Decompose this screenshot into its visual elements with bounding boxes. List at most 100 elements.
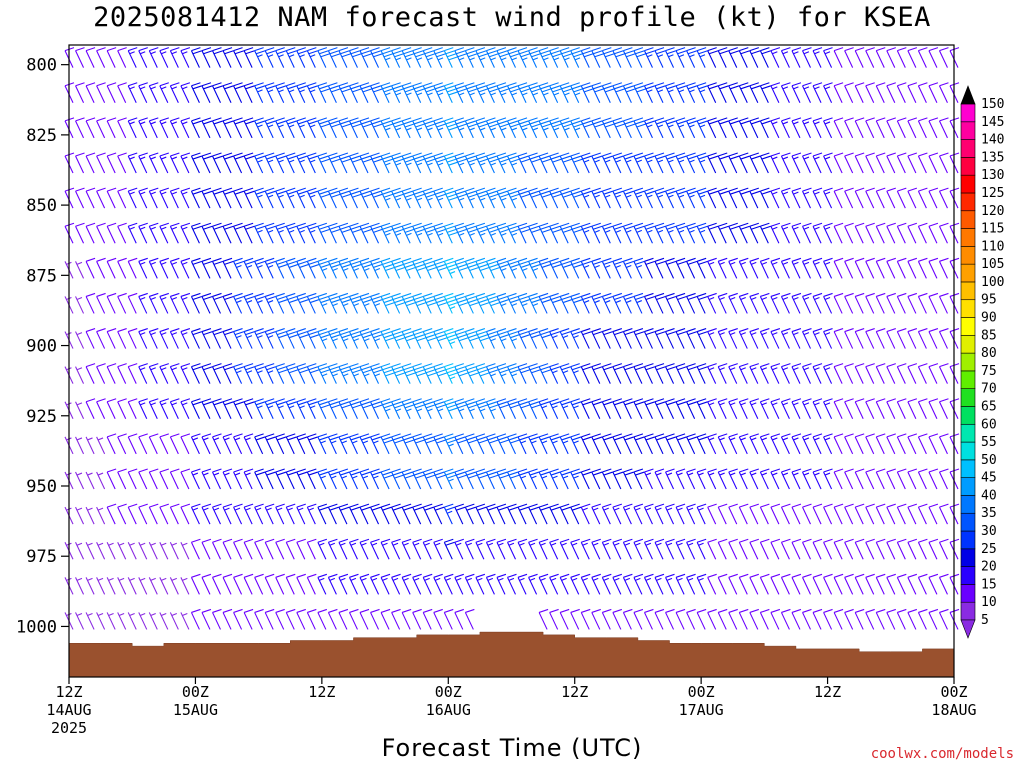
- wind-barb: [327, 503, 340, 525]
- wind-barb: [717, 503, 728, 525]
- wind-barb: [686, 363, 698, 384]
- wind-barb: [475, 398, 488, 420]
- wind-barb: [117, 577, 127, 595]
- source-credit[interactable]: coolwx.com/models: [870, 746, 1014, 762]
- wind-barb: [338, 292, 351, 314]
- wind-barb: [570, 257, 583, 279]
- wind-barb: [938, 47, 949, 68]
- colorbar-label: 130: [981, 168, 1004, 183]
- wind-barb: [580, 328, 592, 349]
- wind-barb: [622, 187, 635, 209]
- wind-barb: [169, 152, 180, 174]
- wind-barb: [728, 608, 738, 630]
- wind-barb: [454, 222, 467, 244]
- wind-barb: [886, 538, 896, 560]
- wind-barb: [812, 328, 823, 349]
- wind-barb: [802, 152, 812, 174]
- wind-barb: [601, 152, 613, 174]
- wind-barb: [306, 468, 318, 490]
- colorbar-segment: [960, 103, 976, 123]
- wind-barb: [485, 117, 499, 139]
- wind-barb: [243, 47, 255, 68]
- wind-barb: [812, 398, 823, 420]
- wind-barb: [665, 468, 675, 490]
- wind-barb: [507, 328, 520, 349]
- wind-barb: [654, 257, 666, 279]
- wind-barb: [896, 187, 907, 209]
- wind-barb: [833, 608, 844, 630]
- wind-barb: [190, 433, 201, 455]
- wind-barb: [928, 187, 939, 209]
- wind-barb: [348, 573, 359, 595]
- wind-barb: [570, 608, 580, 630]
- wind-barb: [138, 577, 148, 595]
- wind-barb: [907, 187, 918, 209]
- wind-barb: [306, 152, 318, 174]
- wind-barb: [580, 47, 594, 68]
- wind-barb: [106, 398, 117, 420]
- wind-barb: [665, 433, 677, 455]
- wind-barb: [370, 433, 382, 455]
- wind-barb: [485, 398, 499, 420]
- wind-barb: [580, 433, 592, 455]
- wind-barb: [75, 541, 85, 560]
- wind-barb: [327, 117, 341, 139]
- wind-barb: [612, 468, 624, 490]
- wind-barb: [380, 257, 395, 279]
- wind-barb: [591, 152, 603, 174]
- wind-barb: [654, 47, 666, 68]
- wind-barb: [559, 573, 570, 595]
- wind-barb: [928, 573, 939, 595]
- colorbar-segment: [960, 370, 976, 389]
- wind-barb: [190, 398, 203, 420]
- wind-barb: [559, 433, 571, 455]
- wind-barb: [180, 152, 191, 174]
- wind-barb: [401, 398, 415, 420]
- wind-barb: [159, 398, 169, 420]
- wind-barb: [686, 538, 696, 560]
- wind-barb: [643, 538, 654, 560]
- wind-barb: [780, 363, 791, 384]
- wind-barb: [717, 257, 728, 279]
- colorbar-segment: [960, 388, 976, 407]
- wind-barb: [686, 187, 698, 209]
- wind-barb: [138, 257, 148, 279]
- wind-barb: [917, 573, 928, 595]
- wind-barb: [106, 117, 117, 139]
- wind-barb: [886, 117, 896, 139]
- wind-barb: [327, 292, 341, 314]
- wind-barb: [612, 152, 624, 174]
- wind-barb: [264, 468, 276, 490]
- wind-barb: [759, 503, 770, 525]
- wind-barb: [917, 503, 928, 525]
- wind-barb: [148, 292, 159, 314]
- wind-barb: [907, 328, 918, 349]
- wind-barb: [538, 398, 550, 420]
- wind-barb: [823, 433, 833, 455]
- wind-barb: [917, 117, 928, 139]
- wind-barb: [212, 82, 224, 104]
- wind-barb: [654, 117, 666, 139]
- wind-barb: [770, 47, 781, 68]
- wind-barb: [190, 573, 201, 595]
- wind-barb: [275, 468, 287, 490]
- wind-barb: [528, 222, 541, 244]
- wind-barb: [643, 503, 654, 525]
- wind-barb: [654, 573, 665, 595]
- colorbar-segment: [960, 335, 976, 354]
- wind-barb: [422, 503, 434, 525]
- wind-barb: [643, 152, 656, 174]
- wind-barb: [538, 328, 552, 349]
- wind-barb: [896, 292, 907, 314]
- wind-barb: [938, 82, 949, 104]
- wind-barb: [601, 292, 613, 314]
- wind-barb: [85, 506, 95, 525]
- wind-barb: [380, 573, 391, 595]
- wind-barb: [370, 503, 382, 525]
- wind-barb: [749, 222, 761, 244]
- wind-barb: [570, 573, 580, 595]
- wind-barb: [675, 47, 687, 68]
- wind-barb: [738, 503, 749, 525]
- wind-barb: [749, 257, 759, 279]
- wind-barb: [686, 503, 696, 525]
